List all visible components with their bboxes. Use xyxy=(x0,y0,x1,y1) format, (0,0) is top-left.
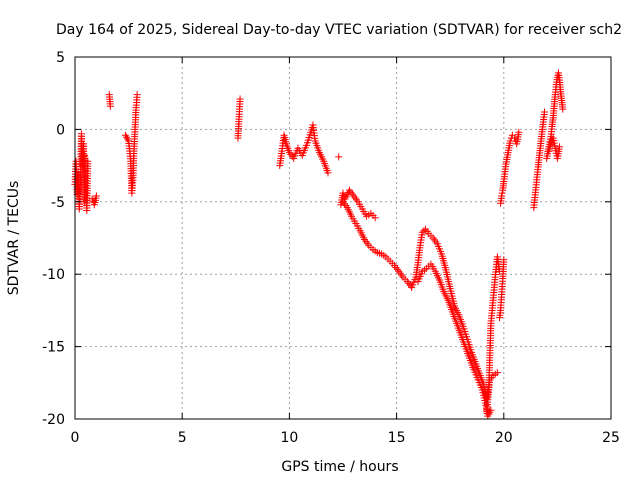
data-point xyxy=(487,406,495,414)
x-tick-label: 0 xyxy=(71,430,80,446)
data-point xyxy=(236,95,244,103)
data-point xyxy=(541,108,549,116)
data-point xyxy=(106,102,114,110)
data-point xyxy=(133,91,141,99)
y-tick-label: 0 xyxy=(56,122,65,138)
data-point xyxy=(500,256,508,264)
tick-marks xyxy=(74,56,612,420)
data-point xyxy=(556,143,564,151)
data-point xyxy=(339,189,347,197)
plot-frame xyxy=(74,56,612,420)
y-tick-label: -20 xyxy=(42,412,65,428)
data-point xyxy=(420,227,428,235)
grid-lines xyxy=(75,57,611,419)
data-point xyxy=(88,195,96,203)
data-point xyxy=(371,214,379,222)
data-points xyxy=(71,69,567,420)
x-tick-label: 15 xyxy=(388,430,406,446)
y-tick-label: -10 xyxy=(42,267,65,283)
data-point xyxy=(498,192,506,200)
data-point xyxy=(335,153,343,161)
x-tick-label: 20 xyxy=(495,430,513,446)
data-point xyxy=(84,157,92,165)
x-tick-labels: 0 5 10 15 20 25 xyxy=(71,430,620,446)
y-axis-label: SDTVAR / TECUs xyxy=(6,181,22,296)
chart-title: Day 164 of 2025, Sidereal Day-to-day VTE… xyxy=(56,22,622,38)
data-point xyxy=(498,189,506,197)
y-tick-label: -15 xyxy=(42,340,65,356)
x-tick-label: 25 xyxy=(602,430,620,446)
x-axis-label: GPS time / hours xyxy=(281,459,398,475)
data-point xyxy=(324,169,332,177)
y-tick-label: -5 xyxy=(51,195,65,211)
y-tick-labels: -20 -15 -10 -5 0 5 xyxy=(42,50,65,428)
data-point xyxy=(559,105,567,113)
x-tick-label: 10 xyxy=(280,430,298,446)
x-tick-label: 5 xyxy=(178,430,187,446)
data-point xyxy=(92,192,100,200)
y-tick-label: 5 xyxy=(56,50,65,66)
data-point xyxy=(493,369,501,377)
data-point xyxy=(418,228,426,236)
data-point xyxy=(515,128,523,136)
